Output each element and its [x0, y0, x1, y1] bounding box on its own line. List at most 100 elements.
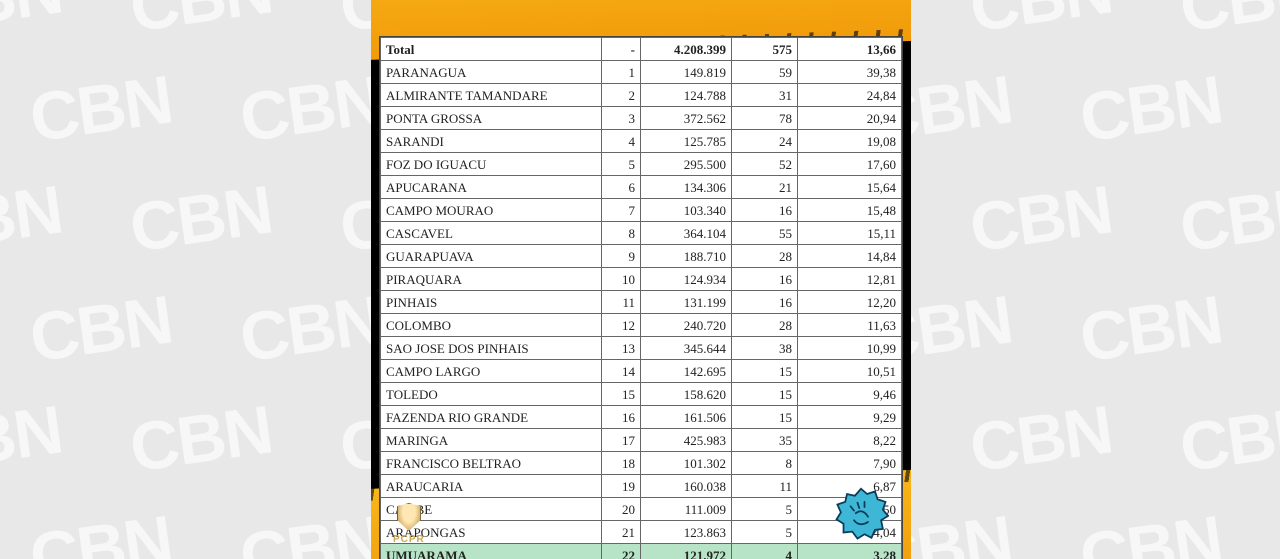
cell-count: 28 [732, 245, 798, 268]
cell-count: 21 [732, 176, 798, 199]
watermark-text: CBN [1175, 0, 1280, 47]
cell-pop: 4.208.399 [641, 38, 732, 61]
cell-rate: 12,20 [798, 291, 902, 314]
cell-count: 55 [732, 222, 798, 245]
table-row: APUCARANA6134.3062115,64 [381, 176, 902, 199]
cell-count: 5 [732, 498, 798, 521]
table-row: CAMPO LARGO14142.6951510,51 [381, 360, 902, 383]
cell-count: 4 [732, 544, 798, 559]
cell-pop: 124.788 [641, 84, 732, 107]
watermark-text: CBN [125, 171, 276, 268]
cell-rate: 9,46 [798, 383, 902, 406]
cell-rank: 17 [602, 429, 641, 452]
table-row: ARAUCARIA19160.038116,87 [381, 475, 902, 498]
cell-pop: 149.819 [641, 61, 732, 84]
watermark-text: CBN [125, 391, 276, 488]
cell-name: PARANAGUA [381, 61, 602, 84]
cell-count: 16 [732, 199, 798, 222]
cell-rank: 6 [602, 176, 641, 199]
cell-rank: 9 [602, 245, 641, 268]
cell-rank: 22 [602, 544, 641, 559]
cell-count: 28 [732, 314, 798, 337]
cell-name: UMUARAMA [381, 544, 602, 559]
table-row: TOLEDO15158.620159,46 [381, 383, 902, 406]
cell-rank: 4 [602, 130, 641, 153]
watermark-text: CBN [965, 391, 1116, 488]
data-table-container: Total-4.208.39957513,66PARANAGUA1149.819… [379, 36, 903, 559]
cell-count: 24 [732, 130, 798, 153]
cell-rate: 3,28 [798, 544, 902, 559]
cell-pop: 240.720 [641, 314, 732, 337]
table-row: PONTA GROSSA3372.5627820,94 [381, 107, 902, 130]
table-row: CAMPO MOURAO7103.3401615,48 [381, 199, 902, 222]
cell-name: TOLEDO [381, 383, 602, 406]
table-row: FAZENDA RIO GRANDE16161.506159,29 [381, 406, 902, 429]
table-row: COLOMBO12240.7202811,63 [381, 314, 902, 337]
cell-rank: 2 [602, 84, 641, 107]
cell-rank: 8 [602, 222, 641, 245]
cell-pop: 295.500 [641, 153, 732, 176]
cell-rank: - [602, 38, 641, 61]
cell-pop: 125.785 [641, 130, 732, 153]
cell-count: 38 [732, 337, 798, 360]
watermark-text: CBN [0, 171, 66, 268]
cell-name: CAMPO MOURAO [381, 199, 602, 222]
cell-name: PIRAQUARA [381, 268, 602, 291]
cell-pop: 101.302 [641, 452, 732, 475]
cell-name: FRANCISCO BELTRAO [381, 452, 602, 475]
cell-pop: 158.620 [641, 383, 732, 406]
cell-count: 11 [732, 475, 798, 498]
applause-icon [833, 487, 889, 543]
page-background: CBNCBNCBNCBNCBNCBNCBNCBNCBNCBNCBNCBNCBNC… [0, 0, 1280, 559]
cell-pop: 425.983 [641, 429, 732, 452]
cell-rate: 19,08 [798, 130, 902, 153]
cell-rate: 15,11 [798, 222, 902, 245]
watermark-text: CBN [1175, 171, 1280, 268]
table-row: ARAPONGAS21123.86354,04 [381, 521, 902, 544]
table-row: SARANDI4125.7852419,08 [381, 130, 902, 153]
cell-count: 16 [732, 291, 798, 314]
cell-rank: 3 [602, 107, 641, 130]
cell-rank: 10 [602, 268, 641, 291]
cell-count: 15 [732, 406, 798, 429]
cell-count: 5 [732, 521, 798, 544]
watermark-text: CBN [235, 501, 386, 559]
cell-count: 59 [732, 61, 798, 84]
cell-count: 575 [732, 38, 798, 61]
cell-rate: 10,99 [798, 337, 902, 360]
shield-icon [397, 503, 421, 531]
table-row: PIRAQUARA10124.9341612,81 [381, 268, 902, 291]
watermark-text: CBN [965, 171, 1116, 268]
cell-rank: 13 [602, 337, 641, 360]
cell-name: COLOMBO [381, 314, 602, 337]
cell-name: MARINGA [381, 429, 602, 452]
cell-pop: 131.199 [641, 291, 732, 314]
table-row: FOZ DO IGUACU5295.5005217,60 [381, 153, 902, 176]
cell-name: PONTA GROSSA [381, 107, 602, 130]
watermark-text: CBN [235, 61, 386, 158]
cell-name: GUARAPUAVA [381, 245, 602, 268]
watermark-text: CBN [965, 0, 1116, 47]
footer-logo: PCPR [393, 503, 425, 545]
cell-rank: 21 [602, 521, 641, 544]
watermark-text: CBN [1075, 281, 1226, 378]
city-stats-table: Total-4.208.39957513,66PARANAGUA1149.819… [380, 37, 902, 559]
cell-count: 15 [732, 383, 798, 406]
cell-rate: 39,38 [798, 61, 902, 84]
watermark-text: CBN [1175, 391, 1280, 488]
cell-pop: 161.506 [641, 406, 732, 429]
infographic-card: Total-4.208.39957513,66PARANAGUA1149.819… [371, 0, 911, 559]
cell-rate: 14,84 [798, 245, 902, 268]
cell-name: SARANDI [381, 130, 602, 153]
cell-rate: 15,48 [798, 199, 902, 222]
table-row: PARANAGUA1149.8195939,38 [381, 61, 902, 84]
watermark-text: CBN [235, 281, 386, 378]
cell-name: SAO JOSE DOS PINHAIS [381, 337, 602, 360]
cell-rank: 1 [602, 61, 641, 84]
cell-count: 78 [732, 107, 798, 130]
applause-badge[interactable] [833, 487, 889, 543]
cell-rank: 19 [602, 475, 641, 498]
footer-logo-text: PCPR [393, 534, 425, 545]
cell-pop: 124.934 [641, 268, 732, 291]
table-row: PINHAIS11131.1991612,20 [381, 291, 902, 314]
